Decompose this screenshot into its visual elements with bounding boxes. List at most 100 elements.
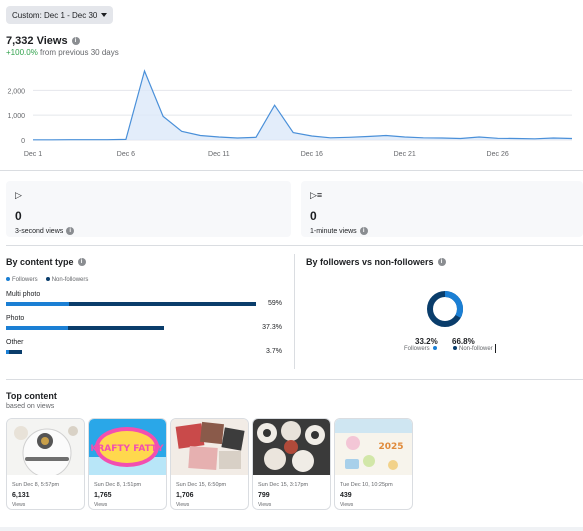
content-type-title-text: By content type [6, 257, 74, 267]
legend-non-followers: Non-followers [45, 277, 89, 283]
followers-bar-segment [6, 302, 69, 306]
post-views: 1,765 [94, 492, 112, 499]
post-thumbnail-image [7, 419, 84, 475]
legend-followers: Followers [6, 277, 38, 283]
post-thumbnail-art-text: KRAFTY FATTY [90, 444, 164, 454]
views-chart[interactable]: 2,000 1,000 0 Dec 1 Dec 6 Dec 11 Dec 16 Dec 21 D… [0, 60, 583, 165]
post-thumbnail-image: 2025 [335, 419, 412, 475]
caret-down-icon [101, 13, 108, 17]
views-label: Views [94, 502, 108, 508]
top-content-item[interactable]: Sun Dec 15, 6:50pm 1,706 Views [170, 418, 249, 510]
views-label: Views [258, 502, 272, 508]
followers-split-title: By followers vs non-followers i [306, 257, 446, 267]
post-thumbnail-image [253, 419, 330, 475]
one-minute-views-label-text: 1-minute views [310, 227, 357, 235]
content-type-percent: 37.3% [262, 324, 282, 331]
post-date: Sun Dec 15, 3:17pm [258, 482, 309, 488]
reels-card-1m: ▷≡ 0 1-minute views i [301, 181, 583, 237]
content-type-percent: 59% [267, 300, 282, 307]
y-tick-label: 0 [21, 138, 25, 145]
date-range-label: Custom: Dec 1 - Dec 30 [12, 10, 98, 20]
date-range-dropdown[interactable]: Custom: Dec 1 - Dec 30 [6, 6, 114, 24]
info-icon[interactable]: i [66, 227, 75, 235]
growth-value: +100.0% [6, 48, 38, 57]
x-tick-label: Dec 6 [117, 151, 135, 158]
divider [6, 245, 583, 246]
reels-card-3s: ▷ 0 3-second views i [6, 181, 291, 237]
three-second-views-label: 3-second views i [15, 227, 75, 235]
legend-followers-label: Followers [12, 277, 38, 283]
followers-split-title-text: By followers vs non-followers [306, 257, 434, 267]
x-tick-label: Dec 26 [487, 151, 509, 158]
three-second-views-value: 0 [15, 209, 22, 223]
content-type-bar[interactable] [6, 350, 22, 354]
followers-dot-icon [6, 277, 10, 282]
followers-bar-segment [6, 326, 68, 330]
post-views: 1,706 [176, 492, 194, 499]
views-title-text: 7,332 Views [6, 35, 68, 47]
post-thumbnail-art-text: 2025 [378, 442, 403, 452]
divider [6, 379, 583, 380]
non-followers-percent: 66.8% [452, 337, 475, 346]
non-followers-dot-icon [453, 346, 457, 351]
x-tick-label: Dec 11 [208, 151, 230, 158]
non-followers-bar-segment [68, 302, 256, 306]
x-tick-label: Dec 21 [394, 151, 416, 158]
info-icon[interactable]: i [77, 258, 86, 266]
non-followers-label-text: Non-follower [459, 346, 493, 352]
followers-donut-chart[interactable] [425, 289, 465, 329]
post-views: 439 [340, 492, 352, 499]
non-followers-label: Non-follower [453, 346, 493, 352]
info-icon[interactable]: i [359, 227, 368, 235]
post-date: Sun Dec 8, 5:57pm [12, 482, 60, 488]
top-content-item[interactable]: KRAFTY FATTY Sun Dec 8, 1:51pm 1,765 Vie… [88, 418, 167, 510]
growth-line: +100.0% from previous 30 days [6, 48, 119, 57]
top-content-item[interactable]: 2025 Tue Dec 10, 10:25pm 439 Views [334, 418, 413, 510]
followers-percent: 33.2% [415, 337, 438, 346]
content-type-title: By content type i [6, 257, 86, 267]
info-icon[interactable]: i [437, 258, 446, 266]
post-views: 6,131 [12, 492, 30, 499]
views-title: 7,332 Views i [6, 35, 80, 47]
top-content-item[interactable]: Sun Dec 8, 5:57pm 6,131 Views [6, 418, 85, 510]
x-tick-label: Dec 1 [24, 151, 42, 158]
three-second-views-label-text: 3-second views [15, 227, 64, 235]
one-minute-views-value: 0 [310, 209, 317, 223]
followers-label: Followers [404, 346, 439, 352]
top-content-item[interactable]: Sun Dec 15, 3:17pm 799 Views [252, 418, 331, 510]
followers-label-text: Followers [404, 346, 430, 352]
post-date: Tue Dec 10, 10:25pm [340, 482, 393, 488]
y-tick-label: 1,000 [7, 113, 25, 120]
top-content-subtitle: based on views [6, 403, 55, 410]
non-followers-bar-segment [67, 326, 165, 330]
content-type-label: Other [6, 339, 24, 346]
post-views: 799 [258, 492, 270, 499]
views-area [33, 71, 572, 140]
vertical-divider [294, 254, 295, 369]
text-cursor [495, 344, 496, 353]
content-type-bar[interactable] [6, 326, 165, 330]
post-thumbnail-image: KRAFTY FATTY [89, 419, 166, 475]
legend-non-followers-label: Non-followers [51, 277, 89, 283]
content-type-legend: Followers Non-followers [6, 277, 88, 283]
post-date: Sun Dec 15, 6:50pm [176, 482, 227, 488]
x-tick-label: Dec 16 [301, 151, 323, 158]
views-label: Views [176, 502, 190, 508]
play-list-icon: ▷≡ [310, 190, 323, 200]
divider [0, 170, 583, 171]
content-type-percent: 3.7% [266, 348, 282, 355]
followers-dot-icon [433, 346, 438, 351]
content-type-bar[interactable] [6, 302, 256, 306]
non-followers-dot-icon [45, 277, 50, 282]
info-icon[interactable]: i [71, 37, 80, 45]
post-thumbnail-image [171, 419, 248, 475]
content-type-label: Photo [6, 315, 25, 322]
non-followers-bar-segment [9, 350, 22, 354]
views-label: Views [340, 502, 354, 508]
followers-slice [427, 291, 463, 327]
y-tick-label: 2,000 [7, 88, 25, 95]
one-minute-views-label: 1-minute views i [310, 227, 368, 235]
top-content-title: Top content [6, 391, 57, 401]
growth-text: from previous 30 days [40, 48, 119, 57]
